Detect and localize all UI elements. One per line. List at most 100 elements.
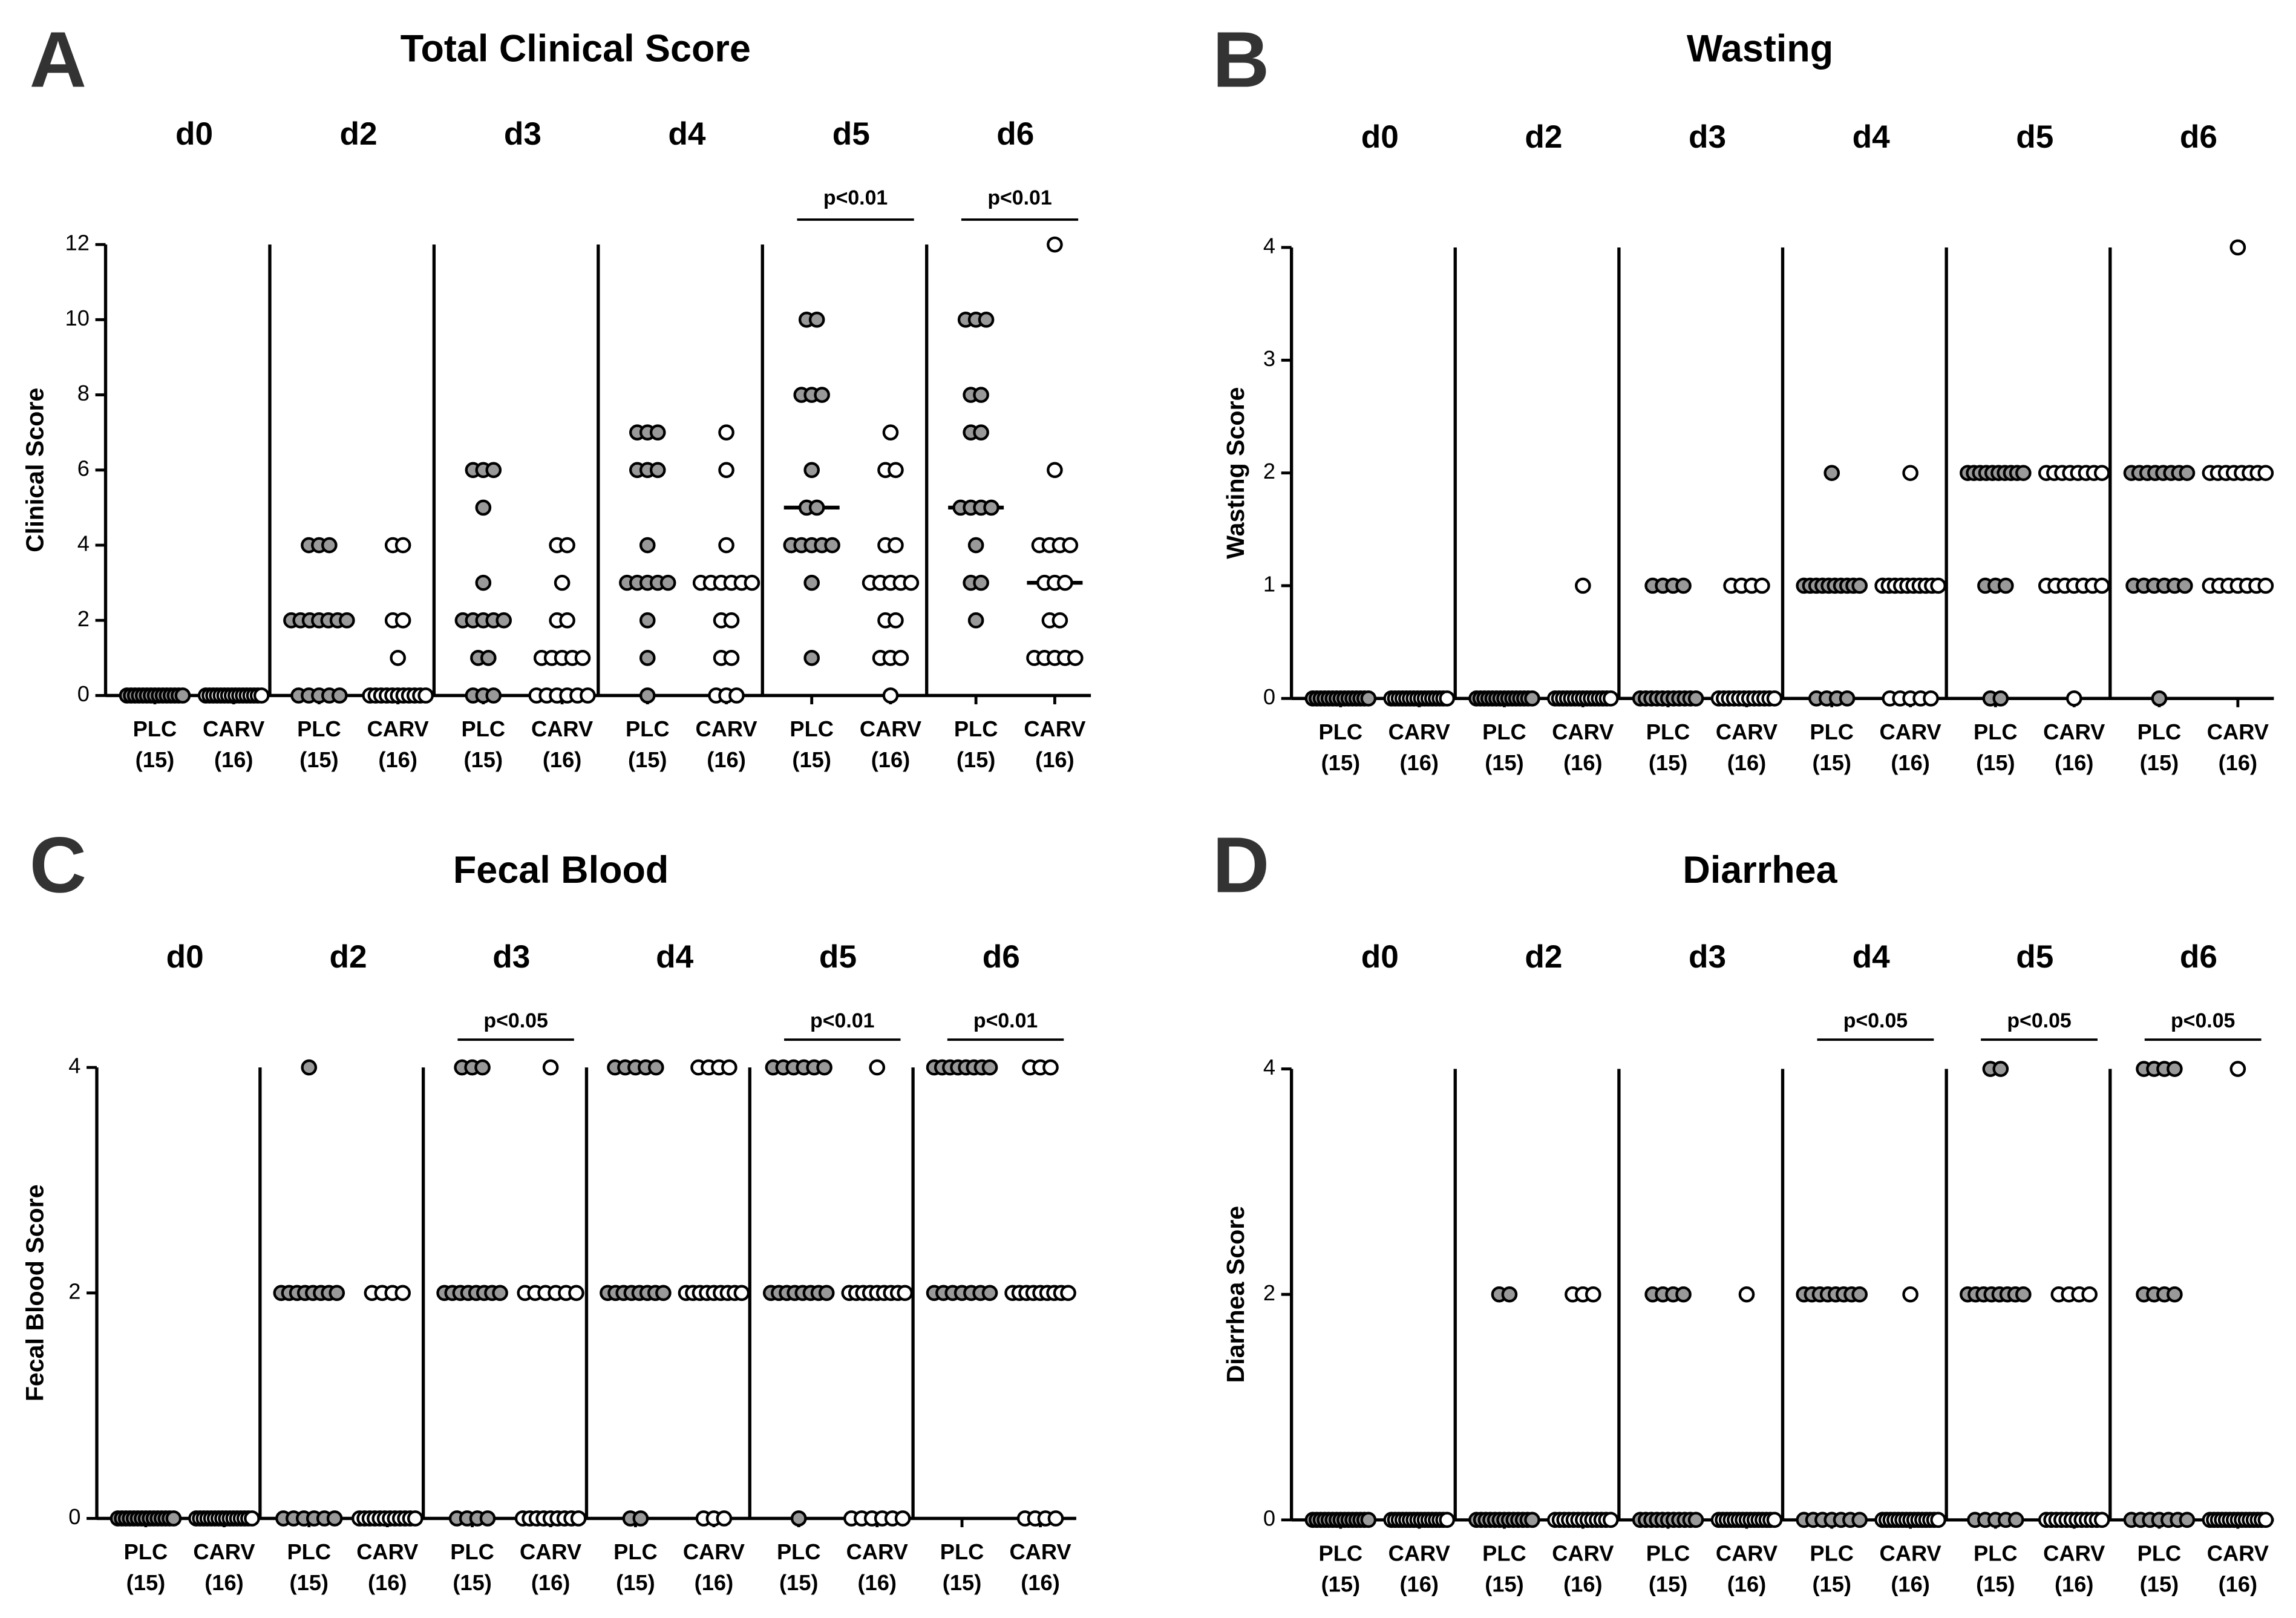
group-n: (15) bbox=[136, 747, 175, 772]
data-point bbox=[718, 424, 734, 441]
data-point bbox=[1067, 650, 1084, 666]
data-point bbox=[2167, 1286, 2183, 1303]
p-value: p<0.01 bbox=[823, 186, 888, 209]
data-point bbox=[869, 1059, 886, 1076]
group-label: PLC bbox=[287, 1539, 331, 1564]
group-label: CARV bbox=[356, 1539, 418, 1564]
data-point bbox=[1360, 1512, 1377, 1528]
group-label: PLC bbox=[1810, 1541, 1854, 1566]
group-n: (15) bbox=[1321, 1571, 1361, 1596]
y-tick-label: 2 bbox=[68, 1279, 80, 1303]
panel-title: Diarrhea bbox=[1683, 849, 1837, 891]
y-axis-label: Diarrhea Score bbox=[1222, 1206, 1249, 1383]
data-point bbox=[647, 1059, 664, 1076]
y-tick-label: 2 bbox=[1263, 459, 1275, 483]
group-n: (16) bbox=[543, 747, 582, 772]
day-label: d3 bbox=[504, 116, 541, 152]
y-tick-label: 10 bbox=[65, 306, 90, 330]
data-point bbox=[973, 387, 989, 403]
group-n: (15) bbox=[1812, 750, 1851, 775]
p-value: p<0.05 bbox=[2007, 1009, 2071, 1032]
data-point bbox=[1057, 574, 1073, 591]
y-axis-label: Clinical Score bbox=[21, 388, 49, 552]
group-label: PLC bbox=[1319, 719, 1363, 744]
data-point bbox=[568, 1285, 584, 1302]
group-n: (15) bbox=[1649, 750, 1688, 775]
group-n: (15) bbox=[1976, 1571, 2015, 1596]
data-point bbox=[407, 1510, 424, 1527]
group-n: (15) bbox=[290, 1570, 329, 1595]
data-point bbox=[417, 687, 434, 704]
group-label: CARV bbox=[2207, 719, 2269, 744]
data-point bbox=[1585, 1286, 1601, 1303]
y-tick-label: 4 bbox=[77, 531, 90, 556]
data-point bbox=[1047, 462, 1063, 479]
data-point bbox=[2093, 465, 2110, 481]
data-point bbox=[2257, 1512, 2274, 1528]
data-point bbox=[559, 537, 575, 554]
group-n: (16) bbox=[2055, 750, 2094, 775]
data-point bbox=[480, 650, 497, 666]
day-label: d2 bbox=[329, 939, 367, 975]
group-n: (16) bbox=[695, 1570, 734, 1595]
data-point bbox=[492, 1285, 508, 1302]
group-label: PLC bbox=[1319, 1541, 1363, 1566]
data-point bbox=[485, 687, 502, 704]
data-point bbox=[967, 612, 984, 629]
data-point bbox=[2093, 577, 2110, 594]
y-tick-label: 8 bbox=[77, 381, 90, 405]
data-point bbox=[723, 650, 740, 666]
data-point bbox=[894, 1510, 911, 1527]
group-n: (16) bbox=[368, 1570, 407, 1595]
y-tick-label: 6 bbox=[77, 456, 90, 480]
group-n: (15) bbox=[792, 747, 831, 772]
data-point bbox=[1766, 690, 1783, 707]
y-axis-label: Fecal Blood Score bbox=[21, 1184, 49, 1401]
data-point bbox=[2007, 1512, 2024, 1528]
group-label: CARV bbox=[2043, 1541, 2105, 1566]
data-point bbox=[244, 1510, 260, 1527]
y-tick-label: 3 bbox=[1263, 346, 1275, 371]
group-n: (16) bbox=[214, 747, 253, 772]
panel-letter: A bbox=[30, 15, 87, 103]
data-point bbox=[733, 1285, 750, 1302]
panel-letter: C bbox=[30, 820, 87, 909]
group-n: (16) bbox=[204, 1570, 244, 1595]
data-point bbox=[2177, 577, 2193, 594]
data-point bbox=[554, 574, 571, 591]
data-point bbox=[882, 687, 899, 704]
data-point bbox=[1738, 1286, 1755, 1303]
panel-title: Wasting bbox=[1687, 27, 1833, 70]
day-label: d6 bbox=[996, 116, 1034, 152]
p-value: p<0.05 bbox=[1843, 1009, 1908, 1032]
group-n: (15) bbox=[299, 747, 339, 772]
group-label: CARV bbox=[193, 1539, 255, 1564]
data-point bbox=[474, 1059, 491, 1076]
p-value: p<0.05 bbox=[2171, 1009, 2235, 1032]
day-label: d2 bbox=[339, 116, 377, 152]
group-label: PLC bbox=[1646, 1541, 1690, 1566]
data-point bbox=[639, 650, 656, 666]
group-n: (16) bbox=[1727, 1571, 1767, 1596]
data-point bbox=[888, 612, 904, 629]
group-label: PLC bbox=[954, 716, 998, 741]
data-point bbox=[1930, 577, 1946, 594]
group-label: CARV bbox=[2207, 1541, 2269, 1566]
data-point bbox=[824, 537, 840, 554]
group-n: (16) bbox=[707, 747, 746, 772]
day-label: d3 bbox=[1689, 939, 1726, 975]
panel-title: Fecal Blood bbox=[453, 849, 669, 891]
data-point bbox=[2065, 690, 2082, 707]
group-n: (16) bbox=[2219, 1571, 2258, 1596]
data-point bbox=[329, 1285, 345, 1302]
data-point bbox=[2229, 239, 2246, 256]
data-point bbox=[2257, 577, 2274, 594]
group-label: CARV bbox=[2043, 719, 2105, 744]
data-point bbox=[803, 462, 820, 479]
data-point bbox=[718, 537, 734, 554]
day-label: d4 bbox=[668, 116, 706, 152]
data-point bbox=[632, 1510, 649, 1527]
group-n: (15) bbox=[2140, 1571, 2179, 1596]
data-point bbox=[253, 687, 270, 704]
group-label: CARV bbox=[520, 1539, 581, 1564]
